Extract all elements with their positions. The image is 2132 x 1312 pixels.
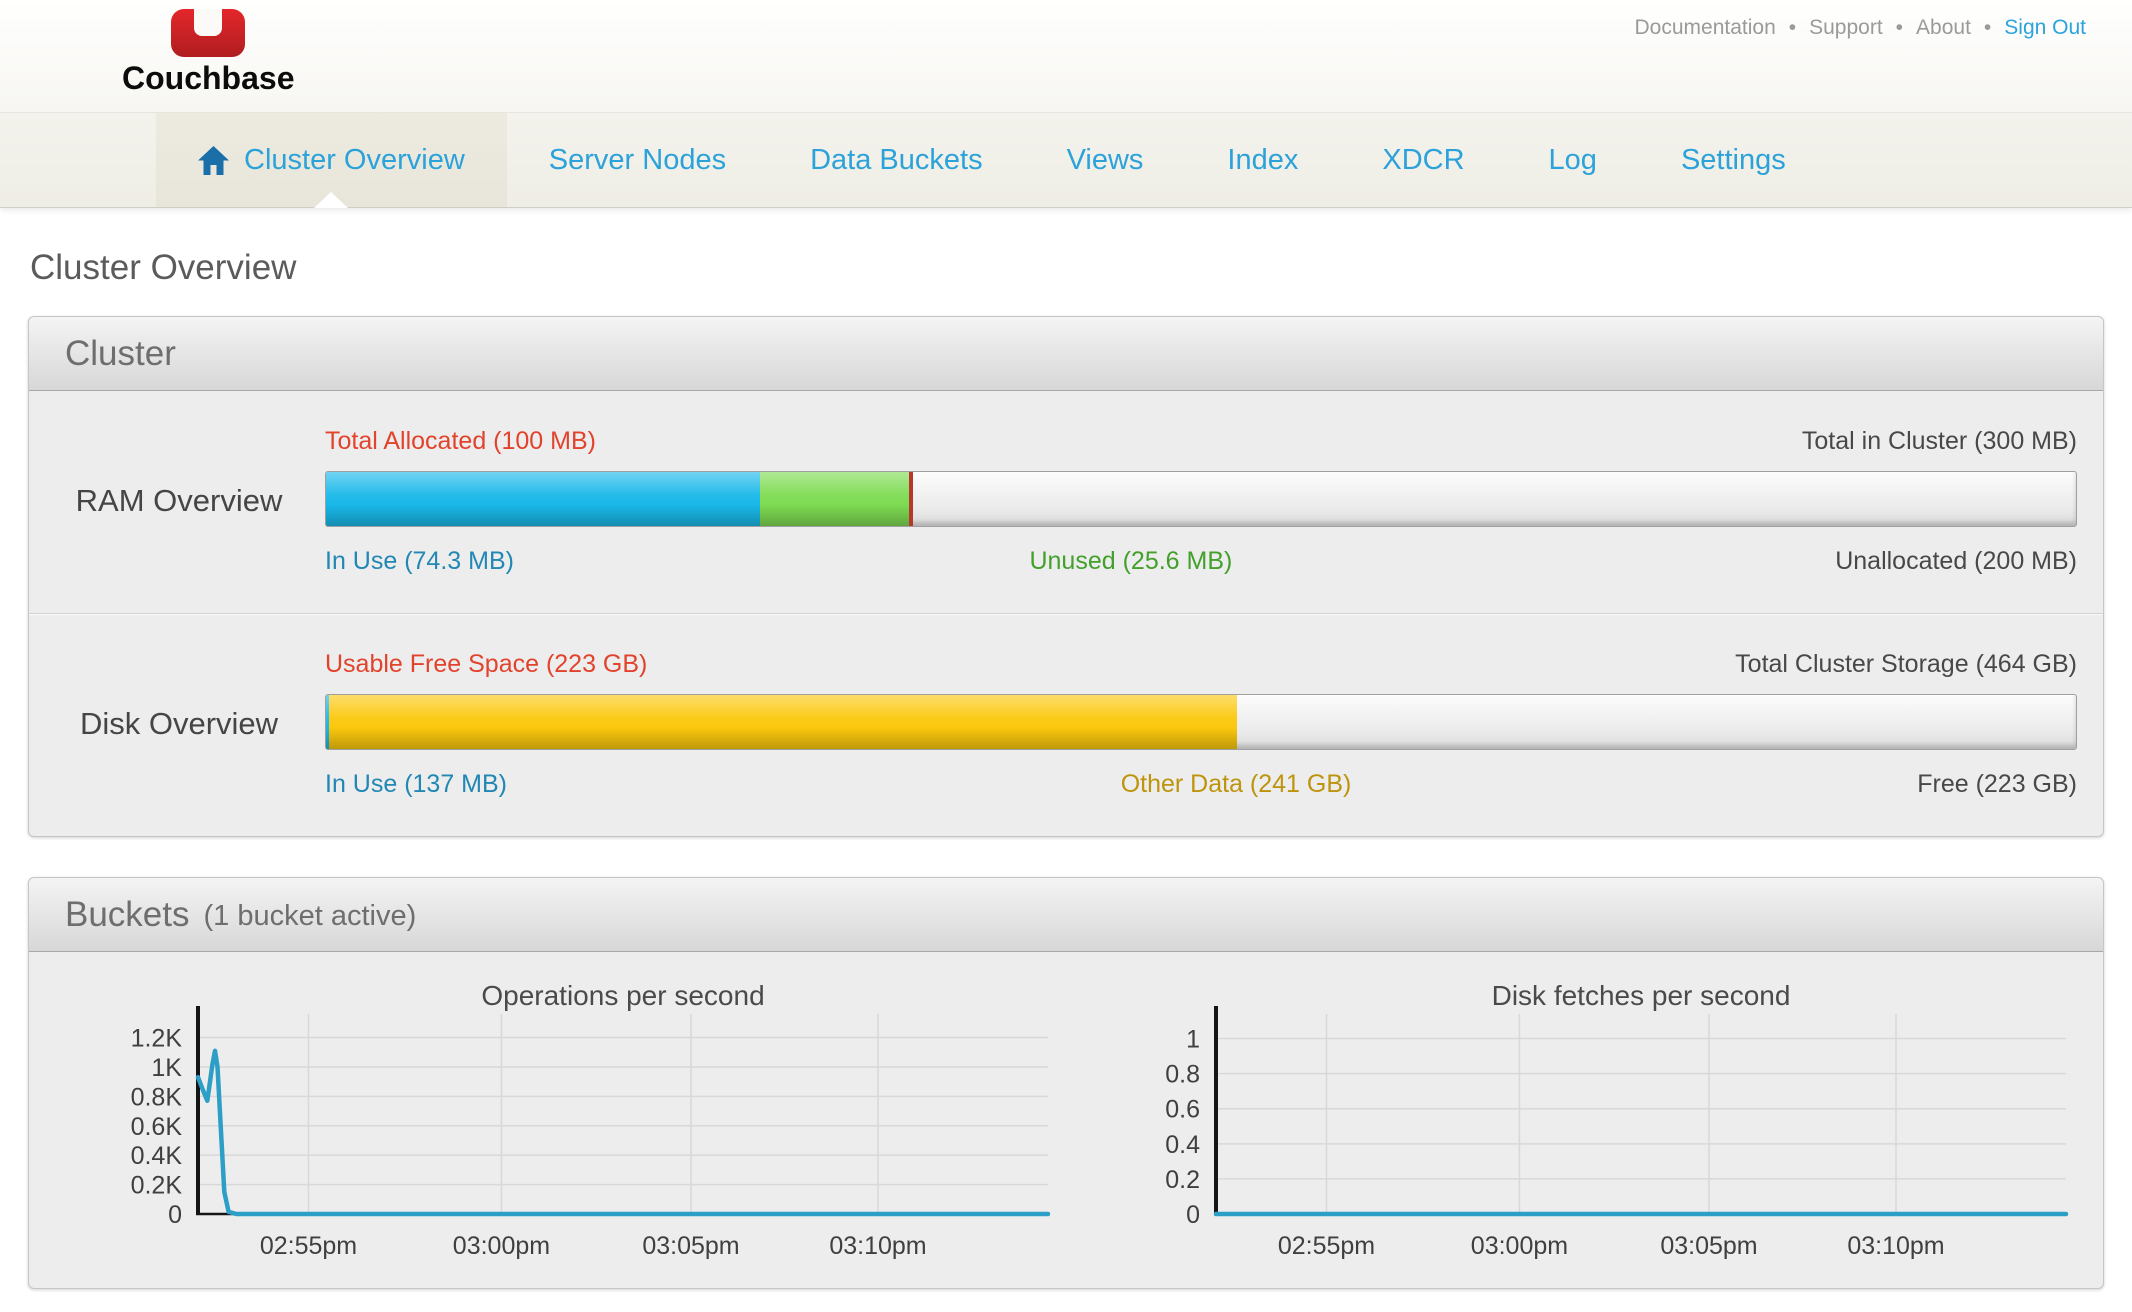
- x-tick-label: 03:00pm: [453, 1232, 550, 1260]
- ram-in-use-segment: [326, 472, 760, 526]
- disk-in-use-segment: [326, 695, 329, 749]
- disk-usable-free-space-label: Usable Free Space (223 GB): [325, 649, 648, 678]
- tab-label: Cluster Overview: [244, 143, 465, 176]
- tab-label: Views: [1066, 143, 1144, 176]
- tab-label: Server Nodes: [548, 143, 727, 176]
- ram-unallocated-label: Unallocated (200 MB): [1835, 546, 2077, 575]
- disk-overview-label: Disk Overview: [79, 706, 279, 741]
- ram-total-allocated-label: Total Allocated (100 MB): [325, 426, 596, 455]
- y-tick-label: 0.8: [1165, 1061, 1200, 1089]
- tab-views[interactable]: Views: [1025, 113, 1186, 207]
- buckets-panel-header: Buckets (1 bucket active): [29, 878, 2103, 952]
- disk-overview-row: Disk Overview Usable Free Space (223 GB)…: [29, 613, 2103, 836]
- x-tick-label: 03:10pm: [1847, 1232, 1944, 1260]
- x-tick-label: 03:10pm: [829, 1232, 926, 1260]
- y-tick-label: 0.4: [1165, 1131, 1200, 1159]
- ram-usage-bar: [325, 471, 2077, 527]
- brand-name: Couchbase: [122, 60, 295, 96]
- y-tick-label: 0: [168, 1201, 182, 1229]
- main-nav: Cluster Overview Server Nodes Data Bucke…: [0, 112, 2132, 208]
- x-tick-label: 02:55pm: [1278, 1232, 1375, 1260]
- y-tick-label: 1: [1186, 1026, 1200, 1054]
- couchbase-logo[interactable]: Couchbase: [122, 8, 294, 97]
- disk-total-storage-label: Total Cluster Storage (464 GB): [1735, 649, 2077, 678]
- chart-title: Disk fetches per second: [1491, 980, 1791, 1011]
- home-icon: [198, 145, 229, 175]
- operations-per-second-chart: Operations per second 1.2K 1K 0.8K 0.6K 0.4K…: [93, 978, 1103, 1274]
- disk-free-label: Free (223 GB): [1917, 769, 2077, 798]
- x-tick-label: 03:05pm: [642, 1232, 739, 1260]
- cluster-panel-header: Cluster: [29, 317, 2103, 391]
- ram-overview-label: RAM Overview: [75, 483, 283, 518]
- series-line: [195, 1048, 1051, 1217]
- tab-label: Settings: [1680, 143, 1786, 176]
- header-links: Documentation • Support • About • Sign O…: [1635, 16, 2087, 40]
- sign-out-link[interactable]: Sign Out: [2004, 16, 2086, 39]
- disk-other-data-segment: [328, 695, 1238, 749]
- y-tick-label: 0.8K: [131, 1083, 183, 1111]
- link-separator: •: [1788, 16, 1797, 39]
- ram-overview-row: RAM Overview Total Allocated (100 MB) To…: [29, 391, 2103, 613]
- tab-data-buckets[interactable]: Data Buckets: [768, 113, 1024, 207]
- tab-label: Index: [1227, 143, 1299, 176]
- active-tab-notch: [314, 192, 349, 208]
- disk-fetches-per-second-chart: Disk fetches per second 1 0.8 0.6 0.4 0.2 0 02…: [1111, 978, 2121, 1274]
- app-header: Couchbase Documentation • Support • Abou…: [0, 0, 2132, 112]
- x-tick-label: 02:55pm: [260, 1232, 357, 1260]
- y-tick-label: 1K: [151, 1054, 182, 1082]
- disk-fetches-chart-plot: 1 0.8 0.6 0.4 0.2 0 02:55pm 03:00pm 03:05pm 03:10…: [1165, 1006, 2069, 1260]
- ram-in-use-label: In Use (74.3 MB): [325, 546, 514, 575]
- bucket-charts: Operations per second 1.2K 1K 0.8K 0.6K 0.4K…: [29, 952, 2103, 1288]
- documentation-link[interactable]: Documentation: [1634, 16, 1776, 39]
- page-title: Cluster Overview: [30, 248, 297, 287]
- ram-unused-label: Unused (25.6 MB): [1029, 546, 1233, 575]
- tab-settings[interactable]: Settings: [1639, 113, 1828, 207]
- buckets-active-count: (1 bucket active): [203, 900, 417, 932]
- tab-log[interactable]: Log: [1507, 113, 1639, 207]
- chart-title: Operations per second: [481, 980, 765, 1011]
- y-tick-label: 0.2: [1165, 1166, 1200, 1194]
- buckets-panel: Buckets (1 bucket active) Operations per…: [28, 877, 2104, 1289]
- couchbase-logo-icon: [170, 8, 246, 58]
- disk-usage-bar: [325, 694, 2077, 750]
- disk-in-use-label: In Use (137 MB): [325, 769, 508, 798]
- cluster-panel: Cluster RAM Overview Total Allocated (10…: [28, 316, 2104, 837]
- ram-unused-segment: [760, 472, 909, 526]
- buckets-panel-title: Buckets: [65, 894, 190, 934]
- y-tick-label: 0: [1186, 1201, 1200, 1229]
- x-tick-label: 03:00pm: [1471, 1232, 1568, 1260]
- tab-index[interactable]: Index: [1185, 113, 1340, 207]
- tab-xdcr[interactable]: XDCR: [1340, 113, 1506, 207]
- y-tick-label: 0.6K: [131, 1113, 183, 1141]
- tab-label: Data Buckets: [810, 143, 983, 176]
- disk-other-data-label: Other Data (241 GB): [1120, 769, 1352, 798]
- y-tick-label: 0.4K: [131, 1142, 183, 1170]
- allocation-marker: [908, 472, 913, 526]
- ram-total-in-cluster-label: Total in Cluster (300 MB): [1801, 426, 2077, 455]
- tab-server-nodes[interactable]: Server Nodes: [507, 113, 768, 207]
- x-tick-label: 03:05pm: [1660, 1232, 1757, 1260]
- tab-label: XDCR: [1382, 143, 1465, 176]
- y-tick-label: 0.6: [1165, 1096, 1200, 1124]
- link-separator: •: [1983, 16, 1992, 39]
- about-link[interactable]: About: [1916, 16, 1971, 39]
- y-tick-label: 1.2K: [131, 1025, 183, 1053]
- support-link[interactable]: Support: [1809, 16, 1883, 39]
- cluster-panel-title: Cluster: [65, 333, 176, 373]
- link-separator: •: [1895, 16, 1904, 39]
- y-tick-label: 0.2K: [131, 1172, 183, 1200]
- tab-cluster-overview[interactable]: Cluster Overview: [156, 113, 507, 208]
- tab-label: Log: [1548, 143, 1597, 176]
